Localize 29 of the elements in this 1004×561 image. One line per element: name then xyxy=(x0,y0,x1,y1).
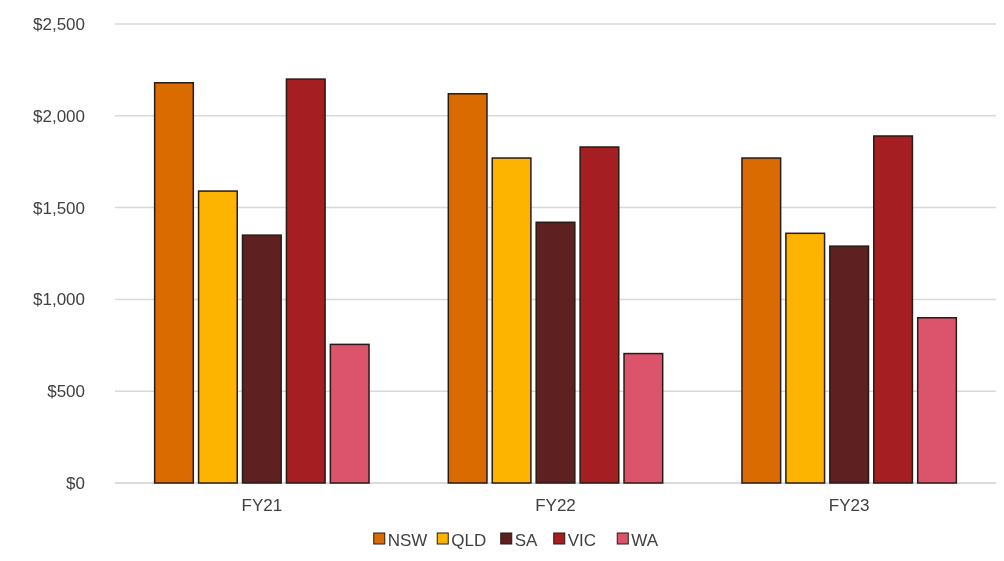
bar xyxy=(241,234,282,484)
y-tick-label: $2,500 xyxy=(33,14,85,34)
bar xyxy=(447,93,488,484)
x-tick-label: FY21 xyxy=(241,496,283,515)
y-tick-label: $1,000 xyxy=(33,290,85,310)
bar xyxy=(829,245,870,484)
y-tick-label: $0 xyxy=(66,473,85,493)
bar xyxy=(916,317,958,484)
x-tick-label: FY22 xyxy=(535,496,576,515)
legend-label: SA xyxy=(514,530,539,550)
legend-label: NSW xyxy=(387,530,428,550)
y-tick-label: $1,500 xyxy=(33,198,85,218)
bar xyxy=(579,146,620,484)
x-tick-label: FY23 xyxy=(828,496,870,515)
bar xyxy=(741,157,782,484)
y-tick-label: $500 xyxy=(47,382,85,402)
bar xyxy=(535,221,576,484)
bar xyxy=(491,157,532,484)
legend-label: VIC xyxy=(567,530,597,550)
bar xyxy=(873,135,914,484)
legend-label: WA xyxy=(631,530,659,550)
bar xyxy=(153,82,195,484)
legend-label: QLD xyxy=(451,530,487,550)
bar xyxy=(197,190,238,484)
bar xyxy=(623,352,664,484)
bar xyxy=(329,343,370,484)
bar xyxy=(785,232,826,484)
y-tick-label: $2,000 xyxy=(33,106,85,126)
bar xyxy=(285,78,326,484)
